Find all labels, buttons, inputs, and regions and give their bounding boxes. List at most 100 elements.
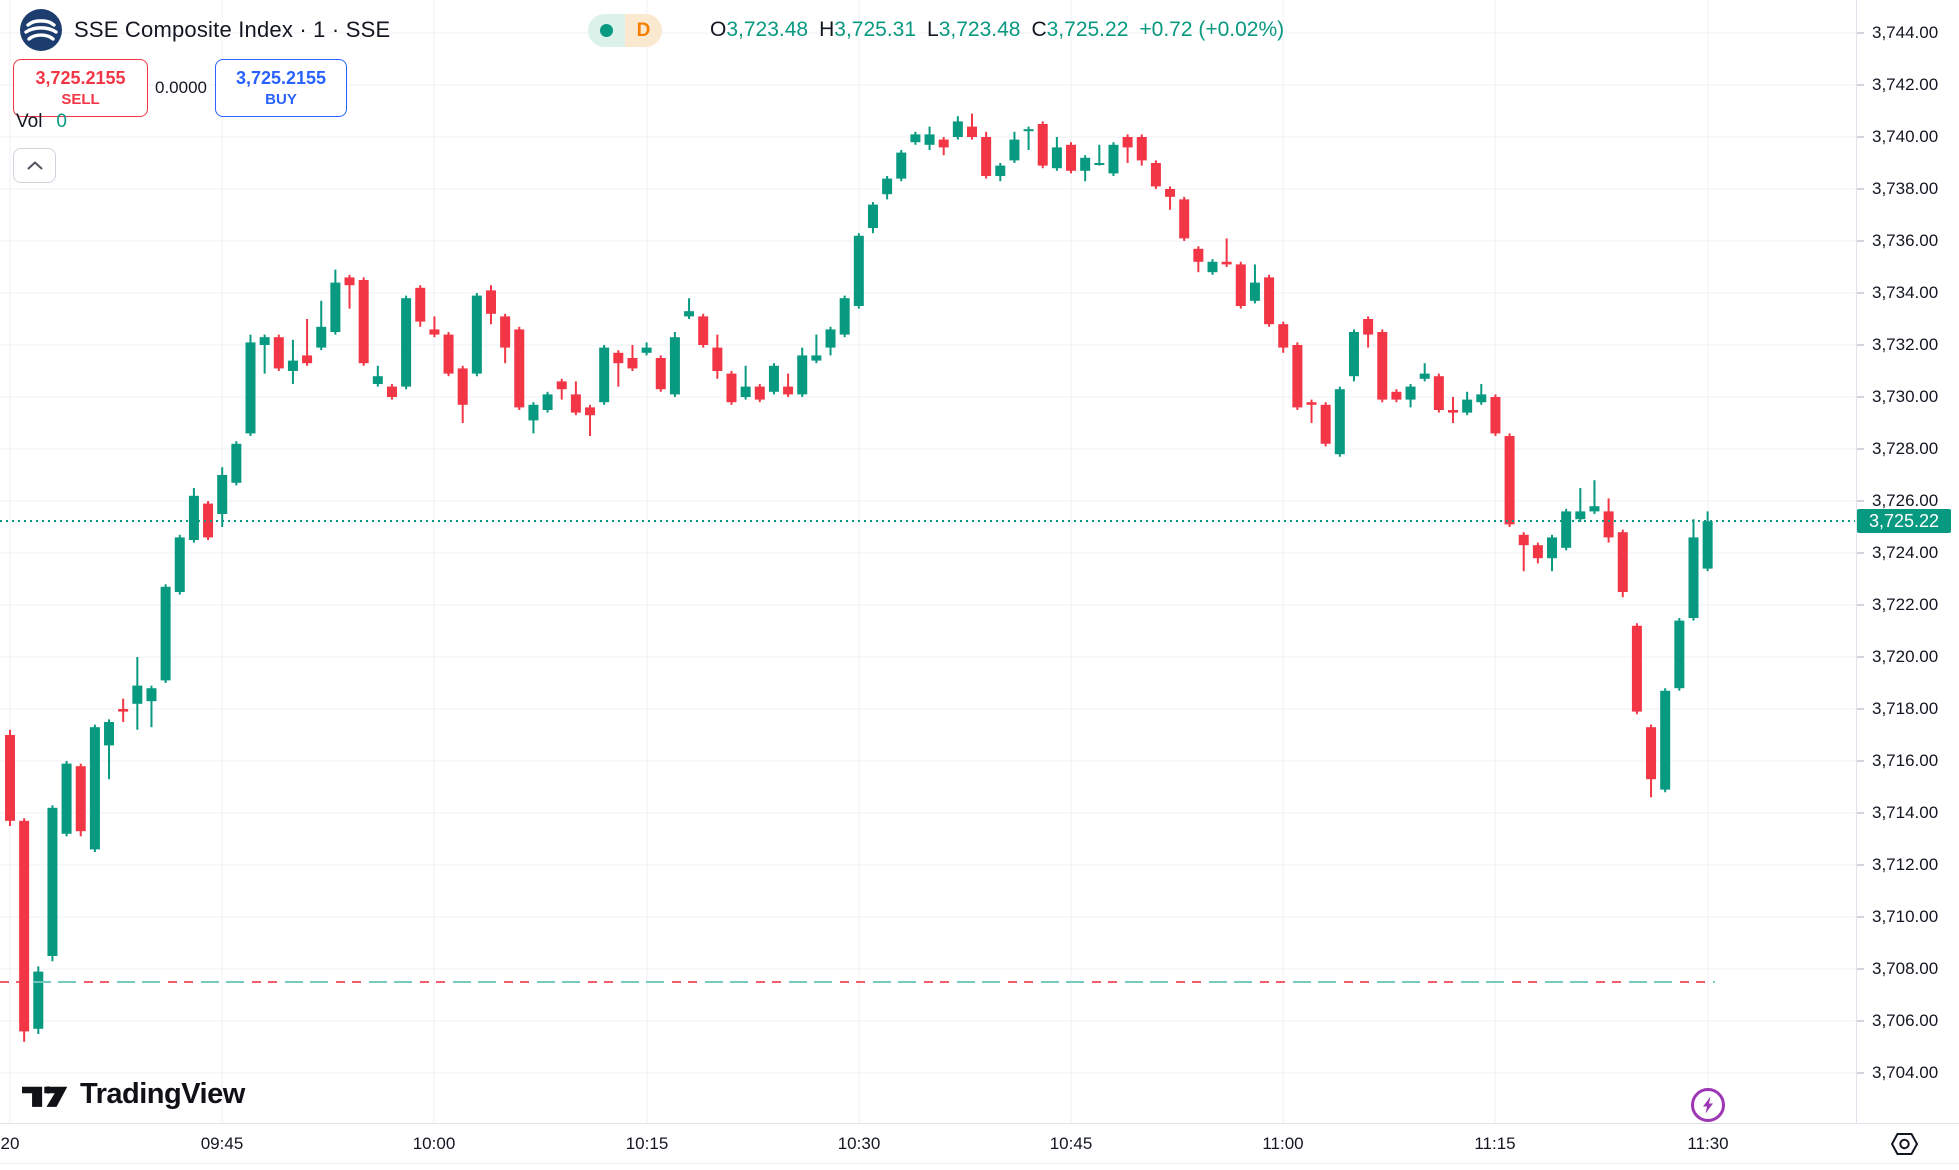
candle-body [995, 165, 1006, 176]
sell-price: 3,725.2155 [35, 68, 126, 89]
candle-body [811, 355, 822, 361]
candle-body [1702, 521, 1713, 569]
price-axis-label: 3,726.00 [1872, 491, 1939, 510]
price-axis-label: 3,734.00 [1872, 283, 1939, 302]
candle-body [712, 347, 723, 371]
price-axis-label: 3,712.00 [1872, 855, 1939, 874]
price-axis-label: 3,744.00 [1872, 23, 1939, 42]
candle-body [245, 342, 256, 434]
price-axis-label: 3,728.00 [1872, 439, 1939, 458]
tradingview-wordmark: TradingView [80, 1078, 245, 1110]
candle-body [1419, 373, 1430, 379]
candle-body [316, 326, 327, 348]
candle-body [273, 337, 284, 369]
interval-badge[interactable]: D [636, 19, 651, 41]
candle-body [259, 337, 270, 345]
price-axis-label: 3,704.00 [1872, 1063, 1939, 1082]
symbol-title[interactable]: SSE Composite Index · 1 · SSE [74, 17, 391, 42]
candle-body [1561, 511, 1572, 548]
buy-price: 3,725.2155 [235, 68, 327, 89]
candle-body [302, 355, 313, 364]
candle-body [570, 394, 581, 413]
candle-body [627, 358, 638, 369]
tradingview-attribution[interactable]: TradingView [22, 1078, 245, 1111]
candle-body [684, 311, 695, 317]
candle-body [61, 763, 72, 834]
candle-body [1023, 129, 1034, 132]
candle-body [853, 235, 864, 306]
collapse-legend-button[interactable] [13, 148, 56, 183]
candle-body [1377, 332, 1388, 400]
candle-body [966, 126, 977, 137]
candle-body [231, 443, 242, 483]
candle-body [514, 329, 525, 408]
time-axis-label: 11:15 [1474, 1134, 1516, 1153]
candle-body [1292, 345, 1303, 408]
reference-price-line [0, 981, 1715, 983]
candle-body [358, 280, 369, 364]
candle-body [981, 137, 992, 176]
sse-logo-icon [19, 8, 63, 52]
price-axis-label: 3,710.00 [1872, 907, 1939, 926]
candle-body [47, 807, 58, 956]
price-axis-label: 3,736.00 [1872, 231, 1939, 250]
current-price-line [0, 520, 1855, 523]
candle-body [1433, 376, 1444, 410]
price-axis-label: 3,738.00 [1872, 179, 1939, 198]
candle-body [485, 290, 496, 314]
candle-body [1674, 620, 1685, 689]
axis-settings-icon[interactable] [1890, 1132, 1919, 1161]
candle-body [372, 376, 383, 384]
price-axis-label: 3,740.00 [1872, 127, 1939, 146]
ohlc-close: C3,725.22 [1031, 18, 1129, 41]
price-axis-separator[interactable] [1856, 0, 1857, 1123]
tradingview-logo-icon [22, 1083, 68, 1107]
candle-body [797, 355, 808, 395]
interval-pill[interactable]: D [588, 14, 662, 47]
candle-body [726, 373, 737, 403]
candle-body [33, 971, 44, 1029]
candle-body [1278, 324, 1289, 348]
ohlc-legend: O3,723.48 H3,725.31 L3,723.48 C3,725.22 … [710, 18, 1284, 42]
candle-body [188, 495, 199, 540]
time-axis-label: 10:15 [625, 1134, 669, 1153]
price-axis-label: 3,718.00 [1872, 699, 1939, 718]
time-axis-separator[interactable] [0, 1123, 1959, 1124]
candle-body [1603, 511, 1614, 538]
candle-body [910, 134, 921, 143]
candle-body [1150, 163, 1161, 187]
candle-body [542, 394, 553, 410]
candle-body [1221, 261, 1232, 265]
candle-body [160, 586, 171, 681]
candle-body [19, 820, 30, 1032]
candle-body [698, 316, 709, 345]
volume-value: 0 [56, 111, 67, 132]
candle-body [5, 735, 15, 821]
price-axis-label: 3,722.00 [1872, 595, 1939, 614]
candle-body [75, 766, 86, 832]
price-axis-label: 3,742.00 [1872, 75, 1939, 94]
candle-body [1122, 137, 1133, 148]
buy-button[interactable]: 3,725.2155 BUY [215, 59, 347, 117]
chart-canvas[interactable] [0, 0, 1959, 1123]
time-axis-label: 11:00 [1262, 1134, 1304, 1153]
candle-body [1306, 402, 1317, 405]
candle-body [1334, 389, 1345, 455]
candle-body [1094, 163, 1105, 165]
time-axis-label: 11:30 [1687, 1134, 1729, 1153]
chevron-up-icon [27, 161, 43, 170]
instant-trading-button[interactable] [1690, 1087, 1726, 1128]
current-price-badge: 3,725.22 [1857, 509, 1951, 534]
candle-body [1391, 391, 1402, 400]
candle-body [89, 727, 100, 850]
time-axis-label: 09:45 [200, 1134, 244, 1153]
candle-body [1547, 537, 1558, 559]
candle-body [457, 368, 468, 405]
candle-body [585, 407, 596, 416]
candle-body [1504, 436, 1515, 525]
candle-body [174, 537, 185, 592]
candle-body [839, 298, 850, 335]
candle-body [132, 685, 143, 704]
sell-button[interactable]: 3,725.2155 SELL [13, 59, 148, 117]
time-axis-label: 10:45 [1049, 1134, 1093, 1153]
